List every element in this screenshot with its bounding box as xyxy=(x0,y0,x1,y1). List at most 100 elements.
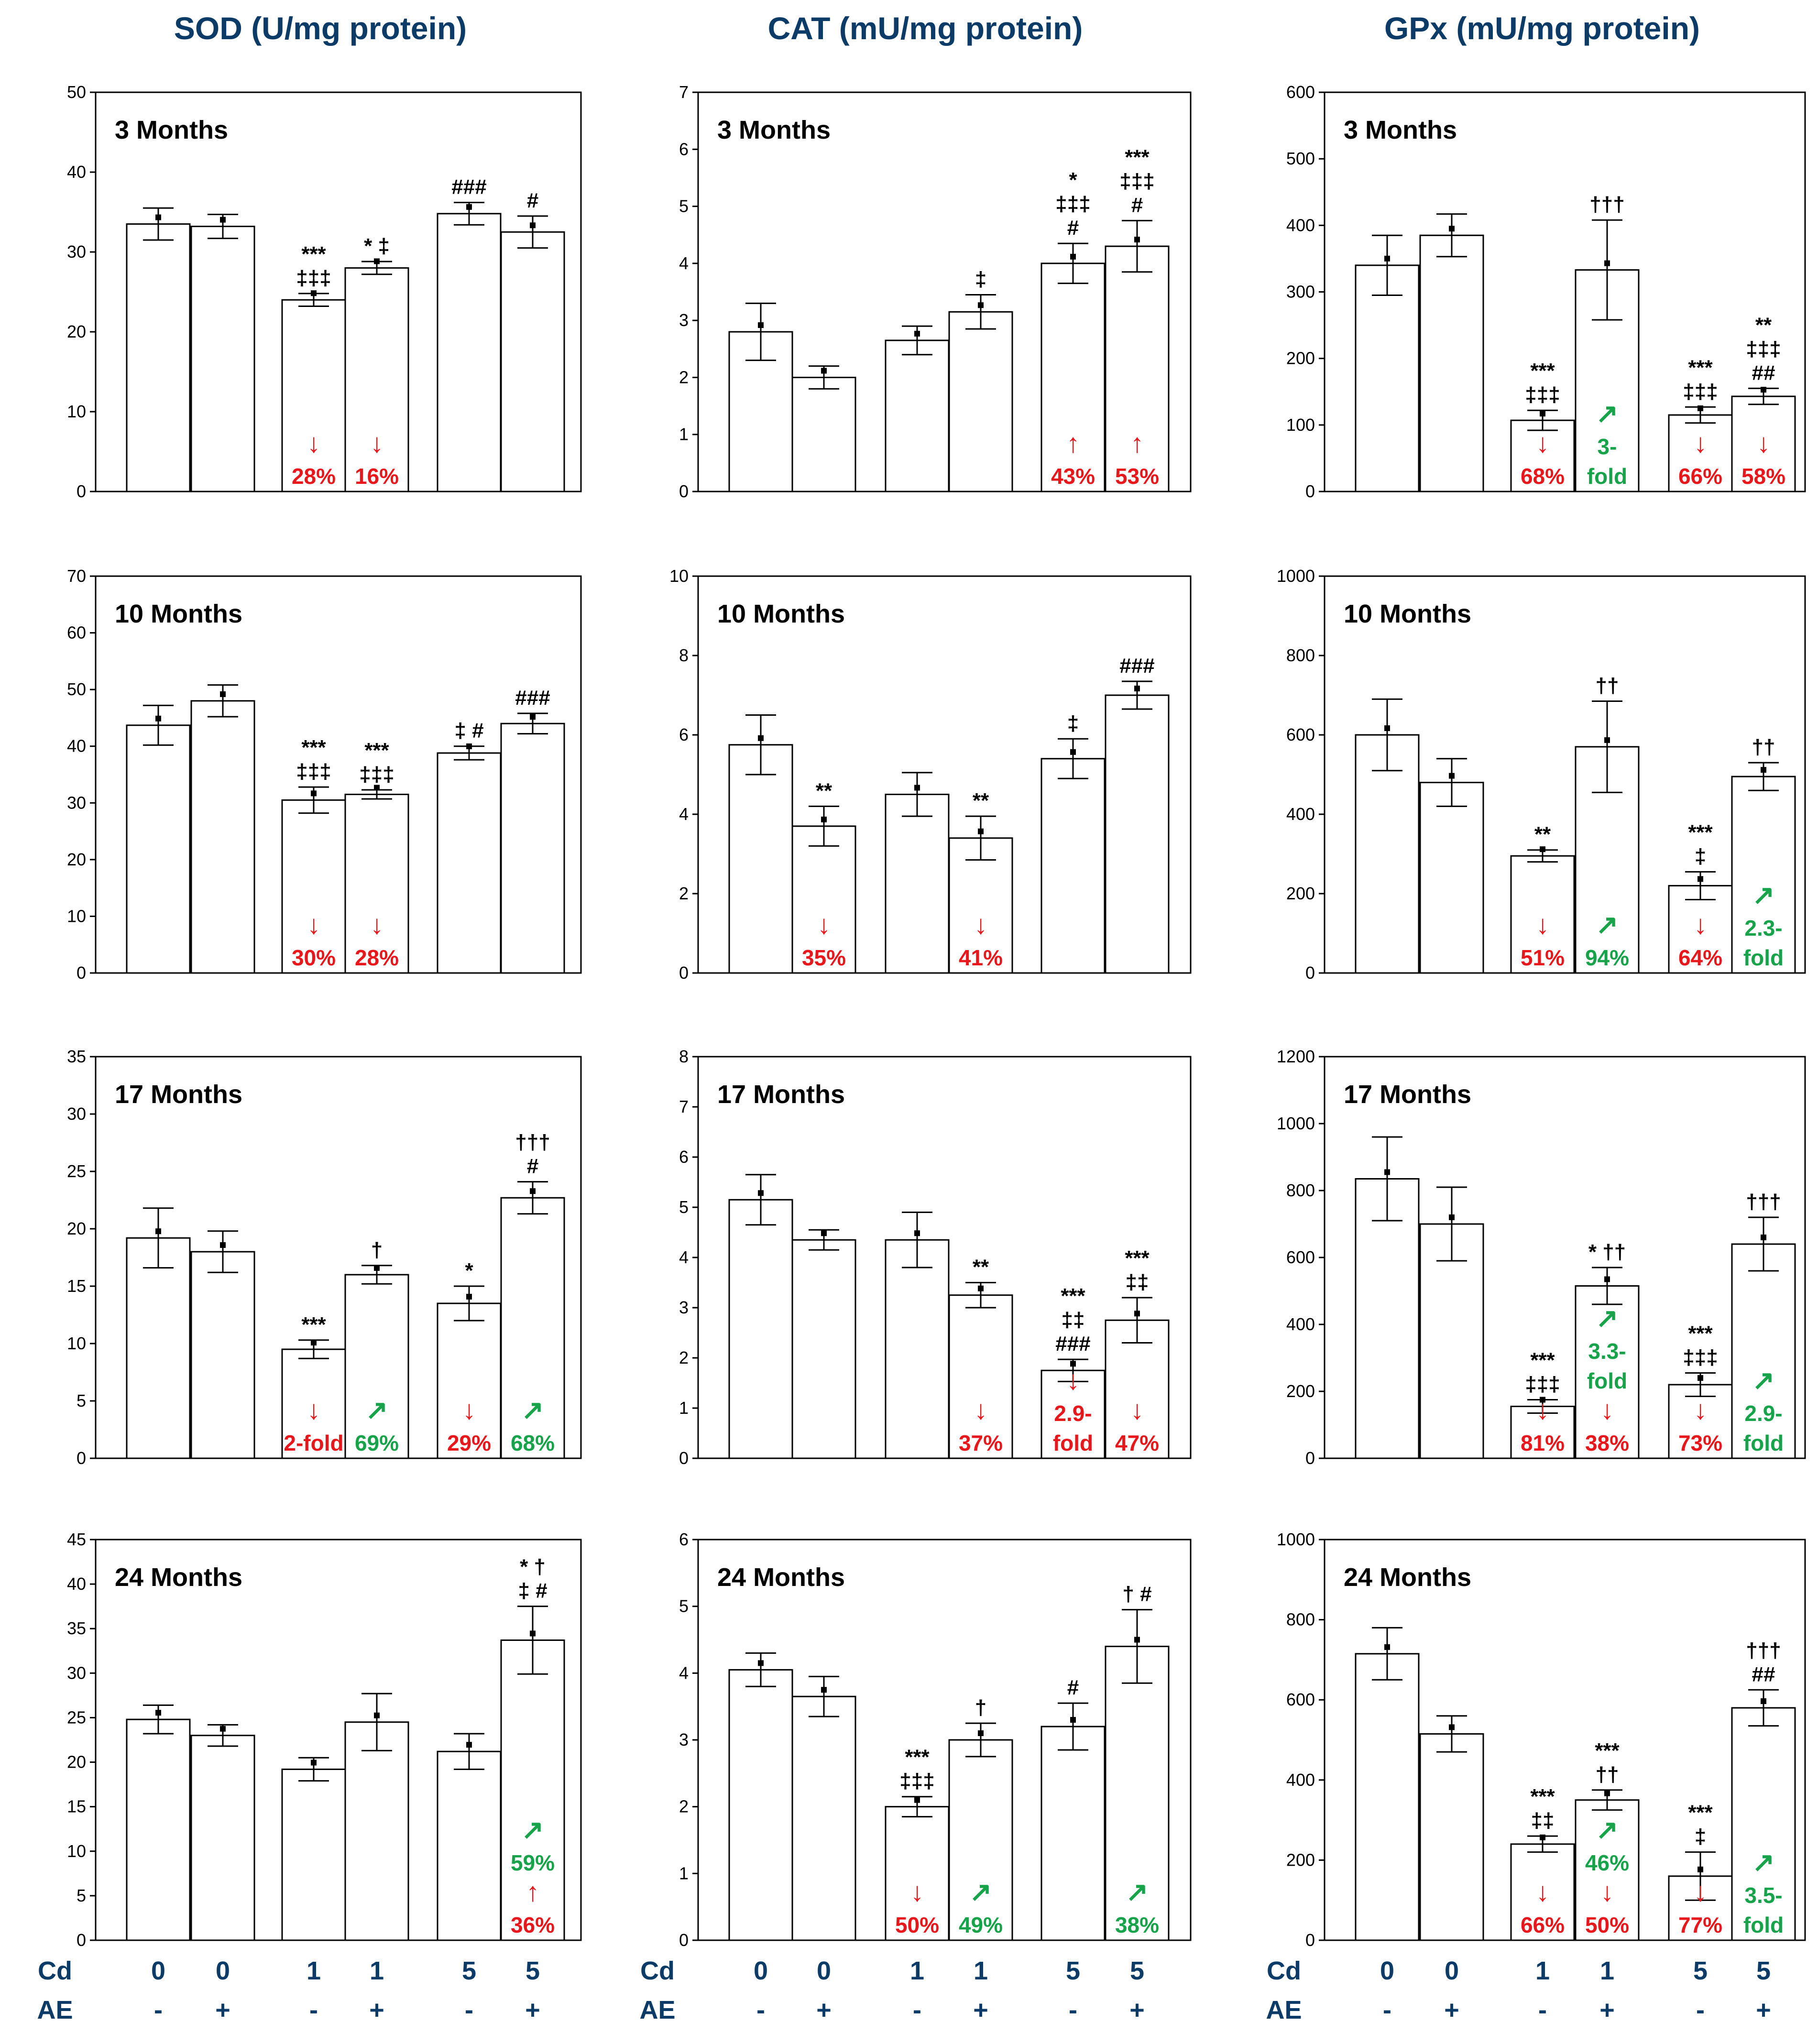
bar xyxy=(437,1750,502,1941)
y-tick-label: 20 xyxy=(67,850,86,869)
change-label: 30% xyxy=(292,945,336,970)
y-tick-label: 0 xyxy=(1305,481,1315,501)
decrease-arrow-icon: ↓ xyxy=(370,909,383,940)
mean-marker xyxy=(1698,1375,1703,1381)
decrease-arrow-icon: ↓ xyxy=(1066,1365,1080,1395)
change-label: 28% xyxy=(292,464,336,489)
ae-treatment-label: + xyxy=(1444,1996,1459,2024)
increase-arrow-icon: ↗ xyxy=(970,1877,992,1907)
significance-mark: ‡‡‡ xyxy=(296,266,331,290)
significance-mark: † xyxy=(371,1238,383,1262)
mean-marker xyxy=(530,714,536,720)
change-label: fold xyxy=(1743,1431,1784,1455)
x-axis-legend: Cd AE 0 - 0 +1 - 1 +5 - 5 + xyxy=(1266,1957,1771,2024)
panel-title: 10 Months xyxy=(717,600,845,628)
y-tick-label: 200 xyxy=(1286,1381,1315,1401)
bar xyxy=(948,1294,1013,1459)
mean-marker xyxy=(466,1294,472,1300)
change-label: 2.9- xyxy=(1054,1401,1092,1426)
significance-mark: ‡ xyxy=(1695,1825,1706,1848)
bar xyxy=(1355,264,1420,492)
y-tick-label: 30 xyxy=(67,242,86,262)
bar xyxy=(190,1735,255,1941)
cd-dose-label: 5 xyxy=(1693,1957,1708,1985)
chart-panel: 0 2 4 6 8 10 10 Months ** ↓ 35% ** ↓ 41% ‡ ### xyxy=(669,566,1192,983)
y-tick-label: 5 xyxy=(77,1391,86,1410)
bar xyxy=(885,794,950,974)
y-tick-label: 0 xyxy=(77,1930,86,1950)
bar xyxy=(1575,1285,1640,1459)
decrease-arrow-icon: ↓ xyxy=(1536,909,1549,940)
significance-mark: ‡ xyxy=(1695,844,1706,868)
mean-marker xyxy=(1540,846,1545,853)
mean-marker xyxy=(1604,737,1610,743)
bar xyxy=(500,722,565,974)
increase-arrow-icon: ↗ xyxy=(522,1814,544,1845)
increase-arrow-icon: ↗ xyxy=(1596,1303,1619,1333)
cd-dose-label: 1 xyxy=(370,1957,384,1985)
bar xyxy=(791,825,856,974)
chart-panel: 0 5 10 15 20 25 30 35 17 Months *** ↓ 2-fold † ↗ 69% * ↓… xyxy=(67,1047,582,1468)
mean-marker xyxy=(466,204,472,210)
panel-title: 24 Months xyxy=(717,1563,845,1592)
change-label: 2-fold xyxy=(284,1431,343,1455)
ae-treatment-label: + xyxy=(816,1996,832,2024)
bar xyxy=(1040,758,1106,974)
y-tick-label: 4 xyxy=(679,804,689,824)
change-label: fold xyxy=(1743,1913,1784,1937)
decrease-arrow-icon: ↓ xyxy=(974,1395,987,1425)
y-tick-label: 0 xyxy=(679,1448,689,1468)
change-label: 69% xyxy=(355,1431,399,1455)
y-tick-label: 20 xyxy=(67,1219,86,1238)
significance-mark: ††† xyxy=(1746,1639,1781,1662)
decrease-arrow-icon: ↓ xyxy=(1694,428,1707,458)
bar xyxy=(500,1197,565,1459)
significance-mark: # xyxy=(527,189,538,212)
ae-treatment-label: - xyxy=(1383,1996,1391,2024)
y-tick-label: 1000 xyxy=(1277,566,1315,586)
change-label: fold xyxy=(1053,1431,1093,1455)
ae-treatment-label: - xyxy=(309,1996,318,2024)
bar xyxy=(344,794,409,974)
decrease-arrow-icon: ↓ xyxy=(462,1395,476,1425)
significance-mark: ** xyxy=(1755,313,1772,337)
ae-row-label: AE xyxy=(1266,1996,1302,2024)
significance-mark: ‡‡‡ xyxy=(359,763,394,786)
y-tick-label: 100 xyxy=(1286,415,1315,435)
mean-marker xyxy=(374,1712,380,1718)
y-tick-label: 10 xyxy=(669,566,689,586)
change-label: 59% xyxy=(511,1850,555,1875)
mean-marker xyxy=(1134,237,1140,243)
y-tick-label: 40 xyxy=(67,162,86,182)
mean-marker xyxy=(530,1630,536,1637)
mean-marker xyxy=(311,1340,317,1345)
change-label: fold xyxy=(1587,464,1627,489)
x-axis-legend: Cd AE 0 - 0 +1 - 1 +5 - 5 + xyxy=(37,1957,540,2024)
y-tick-label: 25 xyxy=(67,1161,86,1181)
decrease-arrow-icon: ↓ xyxy=(817,909,831,940)
panel-title: 17 Months xyxy=(717,1080,845,1109)
bar xyxy=(190,226,255,492)
cd-row-label: Cd xyxy=(1267,1957,1301,1985)
y-tick-label: 600 xyxy=(1286,1247,1315,1267)
bar xyxy=(1105,245,1170,492)
bar xyxy=(1419,234,1484,492)
y-tick-label: 40 xyxy=(67,736,86,756)
y-tick-label: 25 xyxy=(67,1707,86,1727)
change-label: 73% xyxy=(1678,1431,1722,1455)
increase-arrow-icon: ↗ xyxy=(1752,1365,1775,1395)
mean-marker xyxy=(978,1730,984,1736)
significance-mark: ‡ # xyxy=(454,719,483,743)
mean-marker xyxy=(1540,411,1545,417)
change-label: 66% xyxy=(1678,464,1722,489)
significance-mark: ** xyxy=(973,1256,989,1279)
mean-marker xyxy=(1698,405,1703,411)
y-tick-label: 0 xyxy=(1305,1448,1315,1468)
significance-mark: # xyxy=(1067,1676,1079,1699)
bar xyxy=(1419,1223,1484,1459)
y-tick-label: 45 xyxy=(67,1530,86,1549)
significance-mark: †† xyxy=(1596,1763,1619,1786)
mean-marker xyxy=(311,790,317,797)
y-tick-label: 300 xyxy=(1286,282,1315,302)
bar xyxy=(1731,1707,1796,1941)
